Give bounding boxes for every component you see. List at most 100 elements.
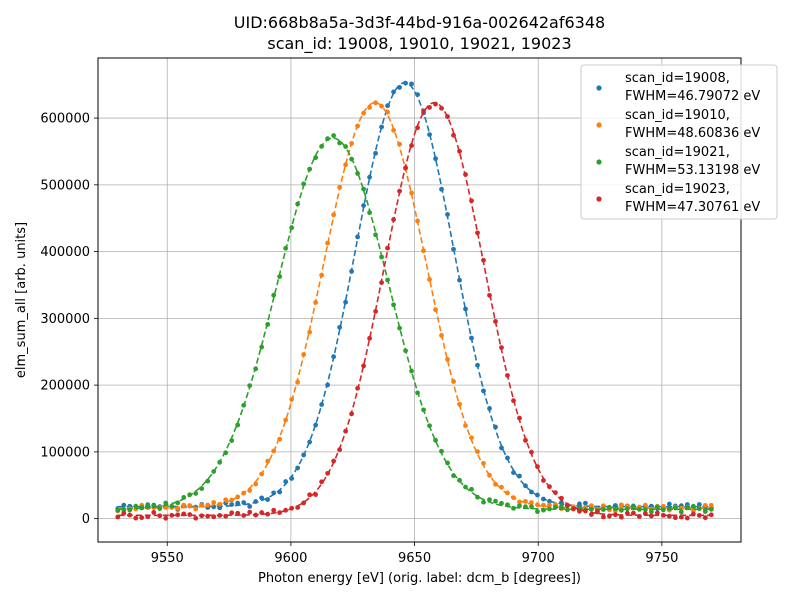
data-point (175, 500, 181, 506)
data-point (361, 203, 366, 208)
data-point (535, 509, 540, 515)
data-point (259, 510, 265, 515)
data-point (493, 424, 498, 430)
data-point (607, 513, 612, 519)
data-point (403, 80, 408, 86)
data-point (343, 428, 349, 434)
data-point (666, 506, 672, 512)
data-point (199, 513, 205, 519)
data-point (690, 503, 696, 509)
data-point (523, 498, 528, 504)
data-point (541, 496, 546, 502)
data-point (265, 497, 271, 502)
data-point (415, 92, 420, 97)
data-point (361, 363, 366, 369)
data-point (271, 490, 277, 496)
data-point (205, 513, 211, 519)
y-tick-label: 500000 (40, 178, 90, 193)
data-point (313, 422, 319, 428)
data-point (433, 156, 438, 162)
data-point (241, 402, 247, 408)
data-point (403, 348, 408, 354)
data-point (187, 512, 193, 517)
data-point (187, 492, 193, 498)
data-point (163, 505, 169, 510)
data-point (121, 507, 127, 512)
data-point (217, 513, 223, 518)
data-point (678, 509, 684, 515)
data-point (529, 449, 534, 455)
data-point (565, 507, 570, 513)
data-point (337, 324, 343, 330)
data-point (505, 455, 510, 461)
data-point (295, 505, 301, 510)
data-point (469, 198, 474, 204)
x-tick-label: 9750 (645, 551, 678, 566)
data-point (223, 513, 229, 519)
data-point (331, 212, 337, 218)
data-point (403, 165, 408, 171)
data-point (301, 500, 307, 506)
data-point (505, 373, 510, 378)
data-point (708, 512, 714, 518)
data-point (684, 504, 690, 510)
data-point (271, 448, 277, 454)
data-point (253, 366, 259, 372)
axes-frame (97, 57, 742, 543)
data-point (415, 218, 420, 224)
data-point (547, 506, 552, 512)
data-point (391, 89, 396, 95)
data-point (421, 407, 426, 413)
data-point (139, 505, 145, 510)
chart-title: UID:668b8a5a-3d3f-44bd-916a-002642af6348 (233, 13, 606, 32)
x-axis-label: Photon energy [eV] (orig. label: dcm_b [… (258, 571, 581, 586)
data-point (187, 503, 193, 508)
data-point (223, 497, 229, 503)
data-point (535, 492, 540, 498)
data-point (163, 500, 169, 506)
data-point (499, 500, 504, 506)
data-point (199, 486, 205, 491)
data-point (235, 510, 241, 516)
data-point (672, 515, 678, 521)
data-point (307, 492, 313, 498)
data-point (121, 502, 127, 508)
data-point (439, 105, 444, 111)
data-point (235, 422, 241, 428)
data-point (469, 335, 474, 341)
data-point (193, 506, 199, 512)
data-point (265, 322, 271, 327)
data-point (295, 465, 301, 471)
y-tick-label: 400000 (40, 245, 90, 260)
data-point (660, 507, 666, 513)
data-point (666, 513, 672, 519)
data-point (175, 506, 181, 511)
data-point (493, 481, 498, 487)
legend-label: scan_id=19010, (625, 108, 730, 123)
data-point (211, 500, 217, 505)
data-point (331, 133, 337, 138)
data-point (517, 473, 522, 479)
data-point (343, 299, 349, 305)
data-point (702, 502, 708, 508)
data-point (409, 368, 414, 374)
data-point (624, 506, 630, 512)
data-point (475, 494, 480, 500)
data-point (277, 436, 283, 442)
data-point (361, 110, 366, 116)
data-point (457, 277, 462, 283)
data-point (463, 484, 468, 490)
data-point (487, 497, 492, 503)
data-point (181, 495, 187, 500)
data-point (595, 508, 600, 514)
data-point (325, 136, 331, 142)
data-point (642, 507, 648, 512)
data-point (654, 504, 660, 510)
data-point (379, 103, 384, 109)
data-point (517, 415, 522, 421)
data-point (469, 486, 474, 492)
data-point (523, 504, 528, 510)
data-point (618, 514, 624, 520)
data-point (583, 500, 588, 506)
data-point (636, 514, 642, 519)
